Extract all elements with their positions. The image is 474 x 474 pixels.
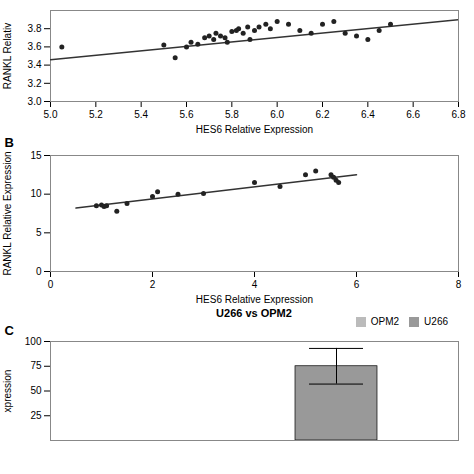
html-text:OPM2: OPM2	[370, 316, 400, 327]
svg-text:15: 15	[30, 150, 42, 161]
svg-text:5.6: 5.6	[180, 109, 194, 120]
svg-text:3.4: 3.4	[28, 59, 42, 70]
svg-text:HES6 Relative Expression: HES6 Relative Expression	[196, 294, 313, 305]
svg-text:HES6 Relative Expression: HES6 Relative Expression	[196, 124, 313, 135]
svg-text:6.0: 6.0	[270, 109, 284, 120]
svg-text:2: 2	[150, 279, 156, 290]
svg-text:6.2: 6.2	[316, 109, 330, 120]
svg-text:3.8: 3.8	[28, 23, 42, 34]
svg-text:3.0: 3.0	[28, 96, 42, 107]
svg-text:RANKL Relative Expression: RANKL Relative Expression	[2, 151, 13, 275]
svg-text:6.6: 6.6	[406, 109, 420, 120]
svg-text:C: C	[5, 323, 15, 338]
svg-text:5.4: 5.4	[134, 109, 148, 120]
svg-text:5.8: 5.8	[225, 109, 239, 120]
svg-text:0: 0	[48, 279, 54, 290]
svg-text:0: 0	[36, 266, 42, 277]
svg-text:3.6: 3.6	[28, 41, 42, 52]
svg-text:6: 6	[354, 279, 360, 290]
svg-text:3.2: 3.2	[28, 78, 42, 89]
svg-text:5.0: 5.0	[44, 109, 58, 120]
html-text:U266 vs OPM2: U266 vs OPM2	[216, 307, 292, 319]
svg-text:25: 25	[30, 410, 42, 421]
svg-text:4: 4	[252, 279, 258, 290]
svg-text:8: 8	[456, 279, 462, 290]
html-text:U266: U266	[424, 316, 448, 327]
svg-text:RANKL Relativ: RANKL Relativ	[2, 23, 13, 89]
svg-text:50: 50	[30, 385, 42, 396]
svg-text:100: 100	[25, 336, 42, 347]
svg-text:B: B	[5, 135, 14, 150]
svg-text:5: 5	[36, 227, 42, 238]
svg-text:6.4: 6.4	[361, 109, 375, 120]
svg-text:6.8: 6.8	[452, 109, 466, 120]
svg-text:10: 10	[30, 188, 42, 199]
svg-text:xpression: xpression	[2, 370, 13, 413]
svg-text:75: 75	[30, 360, 42, 371]
svg-text:5.2: 5.2	[89, 109, 103, 120]
